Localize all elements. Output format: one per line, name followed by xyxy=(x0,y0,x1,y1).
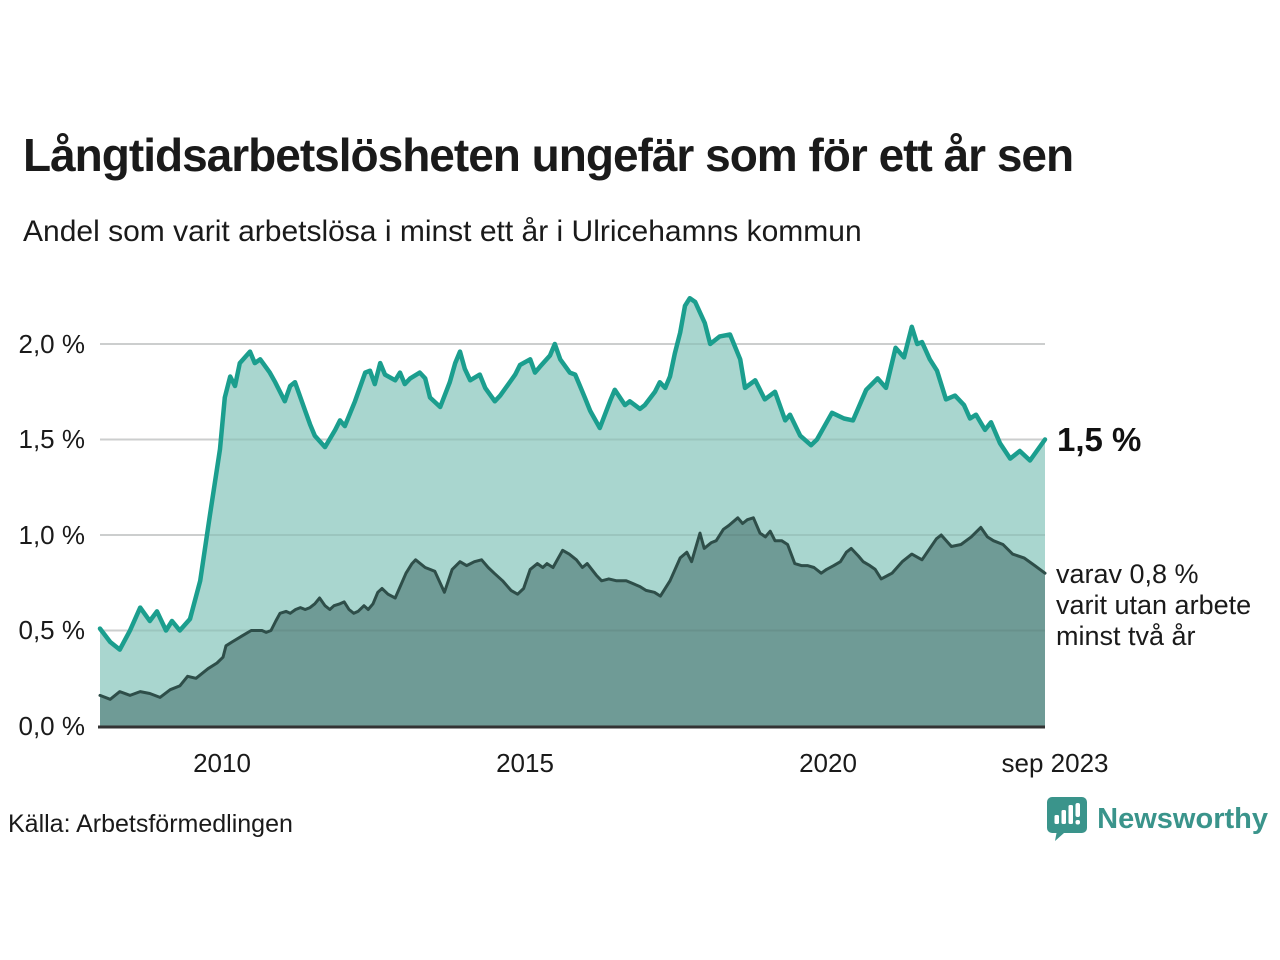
x-axis-tick: sep 2023 xyxy=(1001,748,1109,778)
secondary-series-annotation: varav 0,8 % varit utan arbete minst två … xyxy=(1056,559,1251,652)
chart-subtitle: Andel som varit arbetslösa i minst ett å… xyxy=(23,215,862,248)
brand-logo: Newsworthy xyxy=(1046,796,1268,842)
annotation-line: varit utan arbete xyxy=(1056,590,1252,620)
page-title: Långtidsarbetslösheten ungefär som för e… xyxy=(23,129,1074,181)
annotation-line: varav 0,8 % xyxy=(1056,559,1199,589)
y-axis-tick: 1,0 % xyxy=(18,520,86,550)
y-axis-tick: 0,5 % xyxy=(18,615,86,645)
source-caption: Källa: Arbetsförmedlingen xyxy=(8,810,293,838)
newsworthy-bubble-icon xyxy=(1047,797,1088,841)
x-axis-tick: 2015 xyxy=(496,748,554,778)
y-axis-tick: 1,5 % xyxy=(18,424,86,454)
annotation-line: minst två år xyxy=(1056,621,1196,651)
y-axis-tick: 2,0 % xyxy=(18,329,86,359)
brand-name: Newsworthy xyxy=(1097,802,1268,835)
x-axis-tick: 2010 xyxy=(193,748,251,778)
x-axis-tick: 2020 xyxy=(799,748,857,778)
latest-value-label: 1,5 % xyxy=(1057,421,1142,458)
y-axis-tick: 0,0 % xyxy=(18,711,86,741)
